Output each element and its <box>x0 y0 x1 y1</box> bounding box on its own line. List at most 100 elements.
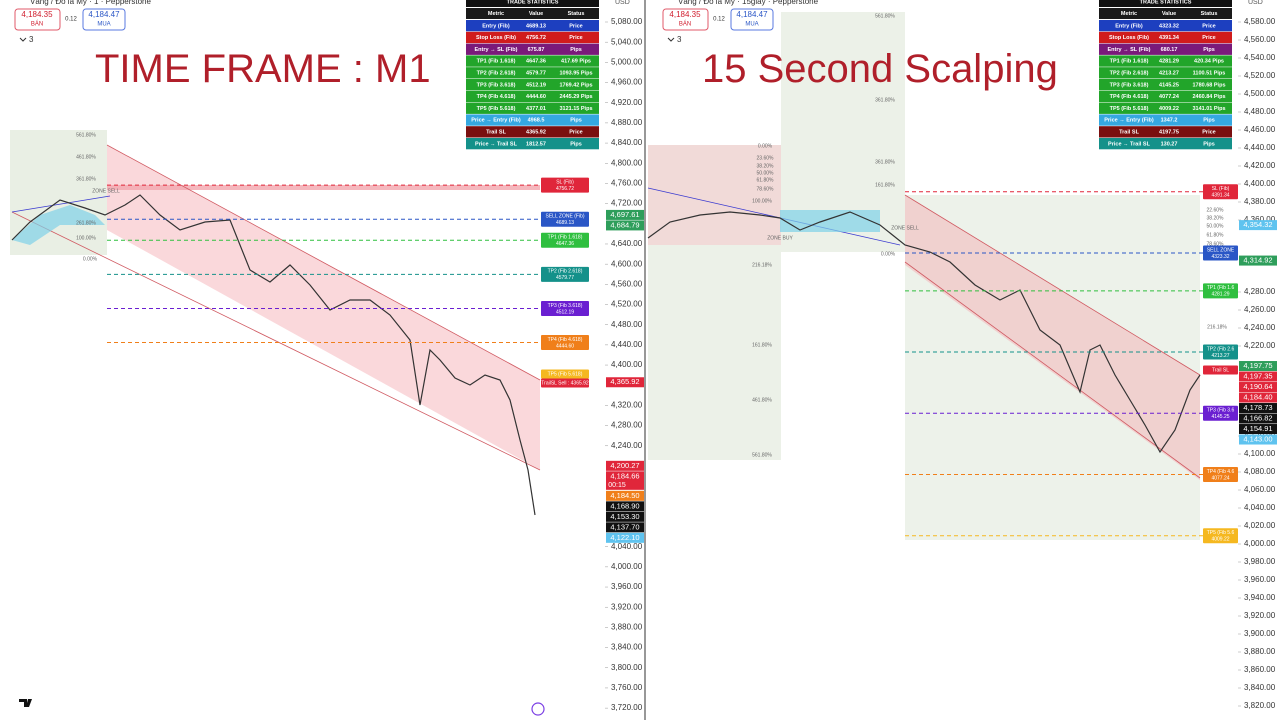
table-cell: Price → Trail SL <box>1108 141 1151 147</box>
ask-box[interactable] <box>730 8 774 31</box>
spread: 0.12 <box>713 17 725 23</box>
table-cell: Price → Entry (Fib) <box>471 118 521 124</box>
table-cell: 1769.42 Pips <box>559 82 592 88</box>
price-tag-label: 4,684.79 <box>610 220 639 229</box>
y-tick-label: 3,720.00 <box>611 703 643 712</box>
table-cell: Price <box>1202 35 1215 41</box>
table-cell: 1780.68 Pips <box>1192 82 1225 88</box>
fib-label: 78.60% <box>757 186 775 192</box>
y-tick-label: 4,240.00 <box>611 441 643 450</box>
y-tick-label: 5,040.00 <box>611 37 643 46</box>
price-path <box>647 211 1201 454</box>
price-tag <box>606 501 644 512</box>
table-cell: 4009.22 <box>1159 106 1179 112</box>
table-row <box>466 90 599 103</box>
level-box <box>541 177 589 193</box>
price-tag <box>606 377 644 388</box>
channel-line <box>106 144 541 381</box>
buy-zone <box>780 210 880 232</box>
price-tag-label: 4,166.82 <box>1243 414 1272 423</box>
table-cell: Entry (Fib) <box>482 23 510 29</box>
indicator-toggle[interactable] <box>667 37 675 42</box>
countdown-tag <box>606 480 644 490</box>
fib-label: 561.80% <box>76 132 96 138</box>
y-tick-label: 4,460.00 <box>1244 125 1276 134</box>
fib-label: 361.80% <box>875 97 895 103</box>
fib-label: 0.00% <box>758 143 773 149</box>
price-tag-label: 4,314.92 <box>1243 256 1272 265</box>
y-tick-label: 4,360.00 <box>1244 215 1276 224</box>
table-cell: Trail SL <box>486 129 507 135</box>
level-name: TP1 (Fib 1.6 <box>1207 285 1235 291</box>
price-tag <box>1239 392 1277 403</box>
price-tag-label: 4,197.75 <box>1243 361 1272 370</box>
ask-box[interactable] <box>82 8 126 31</box>
y-tick-label: 4,840.00 <box>611 138 643 147</box>
fib-label: 161.80% <box>752 342 772 348</box>
price-tag <box>1239 434 1277 445</box>
table-row <box>1099 126 1232 138</box>
y-tick-label: 5,000.00 <box>611 57 643 66</box>
y-tick-label: 4,440.00 <box>611 340 643 349</box>
fib-label: 100.00% <box>752 198 772 204</box>
level-name: TP3 (Fib 3.618) <box>548 303 583 309</box>
fib-label: 61.80% <box>757 177 775 183</box>
fib-label: 261.80% <box>76 220 96 226</box>
table-cell: 4756.72 <box>526 35 546 41</box>
table-cell: Entry (Fib) <box>1115 23 1143 29</box>
price-tag-label: 4,190.64 <box>1243 382 1272 391</box>
level-price: 4689.13 <box>556 220 574 226</box>
price-tag <box>606 220 644 231</box>
y-tick-label: 4,220.00 <box>1244 341 1276 350</box>
y-tick-label: 4,480.00 <box>1244 107 1276 116</box>
bid-label: BÁN <box>31 21 43 28</box>
fib-label: 61.80% <box>1207 232 1225 238</box>
table-cell: Trail SL <box>1119 129 1140 135</box>
table-title: TRADE STATISTICS <box>1140 0 1192 5</box>
spread: 0.12 <box>65 17 77 23</box>
y-tick-label: 5,080.00 <box>611 17 643 26</box>
price-tag <box>606 490 644 501</box>
level-name: Trail SL <box>1212 367 1229 373</box>
y-tick-label: 3,840.00 <box>611 643 643 652</box>
table-row <box>466 114 599 126</box>
table-title-bg <box>1099 0 1232 7</box>
overlay-title: TIME FRAME : M1 <box>95 47 431 91</box>
table-row <box>466 126 599 138</box>
price-tag <box>1239 413 1277 424</box>
bid-box[interactable] <box>14 8 61 31</box>
price-tag-label: 4,184.50 <box>610 491 639 500</box>
countdown: 00:15 <box>608 482 626 489</box>
overlay-title: 15 Second Scalping <box>702 47 1058 91</box>
level-box <box>1203 184 1238 200</box>
level-price: 4213.27 <box>1211 353 1229 359</box>
indicator-toggle[interactable] <box>19 37 27 42</box>
price-tag <box>606 522 644 533</box>
level-box <box>1203 245 1238 261</box>
table-cell: 4377.01 <box>526 106 546 112</box>
table-header: Value <box>529 11 543 17</box>
table-cell: 2445.29 Pips <box>559 94 592 100</box>
table-cell: TP5 (Fib 5.618) <box>477 106 516 112</box>
table-cell: TP4 (Fib 4.618) <box>1110 94 1149 100</box>
replay-icon[interactable] <box>531 702 545 716</box>
y-tick-label: 4,580.00 <box>1244 17 1276 26</box>
table-cell: Entry → SL (Fib) <box>475 47 518 53</box>
table-cell: TP3 (Fib 3.618) <box>1110 82 1149 88</box>
price-tag-label: 4,143.00 <box>1243 435 1272 444</box>
bid-box[interactable] <box>662 8 709 31</box>
table-row <box>1099 43 1232 55</box>
table-cell: 4197.75 <box>1159 129 1179 135</box>
table-cell: TP3 (Fib 3.618) <box>477 82 516 88</box>
y-tick-label: 4,760.00 <box>611 179 643 188</box>
tv-logo[interactable] <box>19 699 32 707</box>
symbol: Vàng / Đô la Mỹ · 15giây · Pepperstone <box>678 0 819 6</box>
table-header-bg <box>466 8 599 19</box>
table-header-bg <box>1099 8 1232 19</box>
fib-label: 216.18% <box>1207 324 1227 330</box>
level-price: 4077.24 <box>1211 475 1229 481</box>
y-tick-label: 4,280.00 <box>611 421 643 430</box>
y-tick-label: 3,940.00 <box>1244 593 1276 602</box>
bid: 4,184.35 <box>21 10 53 19</box>
